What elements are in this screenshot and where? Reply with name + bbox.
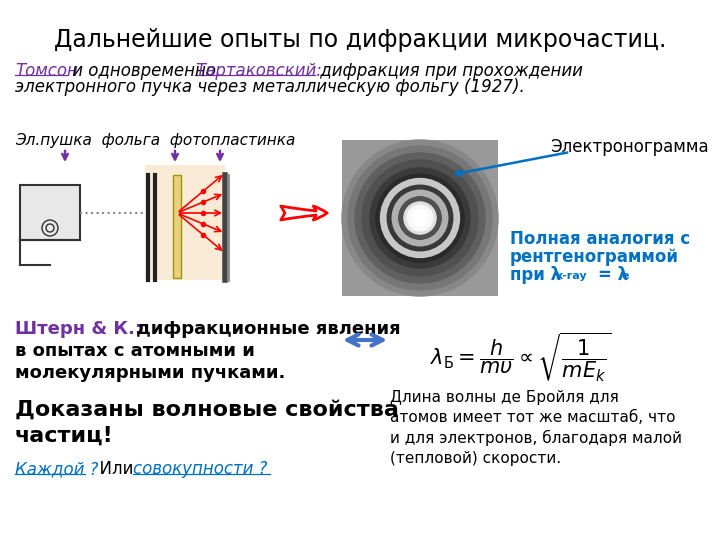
- Circle shape: [355, 153, 485, 283]
- Text: Или: Или: [89, 460, 144, 478]
- Circle shape: [412, 210, 428, 226]
- Text: = λ: = λ: [598, 266, 628, 284]
- Text: дифракция при прохождении: дифракция при прохождении: [315, 62, 583, 80]
- Text: x-ray: x-ray: [556, 271, 588, 281]
- Text: Доказаны волновые свойства: Доказаны волновые свойства: [15, 400, 399, 420]
- Text: Тартаковский:: Тартаковский:: [195, 62, 322, 80]
- Text: дифракционные явления: дифракционные явления: [130, 320, 400, 338]
- Text: рентгенограммой: рентгенограммой: [510, 248, 679, 266]
- Text: Электронограмма: Электронограмма: [550, 138, 708, 156]
- Text: Эл.пушка  фольга  фотопластинка: Эл.пушка фольга фотопластинка: [15, 133, 295, 148]
- Text: и одновременно: и одновременно: [67, 62, 221, 80]
- FancyBboxPatch shape: [145, 165, 225, 280]
- Text: Штерн & К.:: Штерн & К.:: [15, 320, 142, 338]
- Text: Томсон: Томсон: [15, 62, 78, 80]
- Text: в опытах с атомными и: в опытах с атомными и: [15, 342, 255, 360]
- Text: Полная аналогия с: Полная аналогия с: [510, 230, 690, 248]
- Text: $\lambda_{\rm Б} = \dfrac{h}{m\upsilon} \propto \sqrt{\dfrac{1}{mE_k}}$: $\lambda_{\rm Б} = \dfrac{h}{m\upsilon} …: [430, 330, 611, 383]
- Text: Длина волны де Бройля для
атомов имеет тот же масштаб, что
и для электронов, бла: Длина волны де Бройля для атомов имеет т…: [390, 390, 682, 466]
- Circle shape: [382, 180, 458, 256]
- Circle shape: [362, 160, 478, 276]
- Text: Дальнейшие опыты по дифракции микрочастиц.: Дальнейшие опыты по дифракции микрочасти…: [54, 28, 666, 52]
- Text: при λ: при λ: [510, 266, 561, 284]
- Circle shape: [370, 168, 470, 268]
- Text: электронного пучка через металлическую фольгу (1927).: электронного пучка через металлическую ф…: [15, 78, 525, 96]
- Text: совокупности ?: совокупности ?: [133, 460, 268, 478]
- FancyBboxPatch shape: [173, 175, 181, 278]
- Text: молекулярными пучками.: молекулярными пучками.: [15, 364, 285, 382]
- Circle shape: [376, 174, 464, 262]
- Text: e: e: [622, 271, 629, 281]
- FancyBboxPatch shape: [20, 185, 80, 240]
- Text: частиц!: частиц!: [15, 426, 114, 446]
- Text: Каждой ?: Каждой ?: [15, 460, 99, 478]
- FancyBboxPatch shape: [342, 140, 498, 296]
- Circle shape: [342, 140, 498, 296]
- Circle shape: [348, 146, 492, 290]
